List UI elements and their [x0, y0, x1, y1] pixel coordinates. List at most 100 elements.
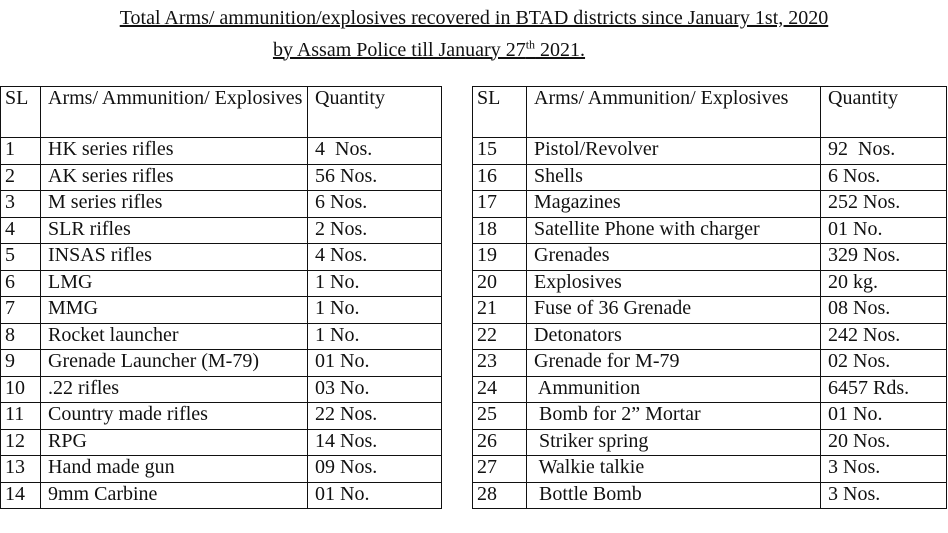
cell: Hand made gun — [40, 455, 308, 483]
cell: LMG — [40, 269, 308, 297]
cell: HK series rifles — [40, 137, 308, 165]
cell: RPG — [40, 428, 308, 456]
cell: 1 No. — [307, 296, 442, 324]
cell: 14 Nos. — [307, 428, 442, 456]
row: 11 Country made rifles 22 Nos. — [0, 402, 442, 430]
cell: AK series rifles — [40, 163, 308, 191]
row: 7 MMG 1 No. — [0, 296, 442, 324]
cell: Bottle Bomb — [526, 481, 821, 509]
cell: 6 Nos. — [307, 190, 442, 218]
cell: Shells — [526, 163, 821, 191]
cell: 21 — [472, 296, 527, 324]
cell: 2 Nos. — [307, 216, 442, 244]
cell: Explosives — [526, 269, 821, 297]
row: 22 Detonators 242 Nos. — [472, 322, 947, 350]
row: 17 Magazines 252 Nos. — [472, 190, 947, 218]
row: 10.22 rifles 03 No. — [0, 375, 442, 403]
cell: 09 Nos. — [307, 455, 442, 483]
row: 14 9mm Carbine 01 No. — [0, 481, 442, 509]
cell: 3 — [0, 190, 41, 218]
title-text: Total Arms/ ammunition/explosives recove… — [119, 7, 829, 29]
cell: 329 Nos. — [820, 243, 947, 271]
cell: Pistol/Revolver — [526, 137, 821, 165]
cell: 3 Nos. — [820, 455, 947, 483]
cell: Grenade for M-79 — [526, 349, 821, 377]
cell: 16 — [472, 163, 527, 191]
cell: 24 — [472, 375, 527, 403]
cell: INSAS rifles — [40, 243, 308, 271]
table: SL Arms/ Ammunition/ Explosives Quantity 1 H… — [0, 86, 442, 509]
row: 19 Grenades 329 Nos. — [472, 243, 947, 271]
row: 27 Walkie talkie 3 Nos. — [472, 455, 947, 483]
cell: 12 — [0, 428, 41, 456]
header-cell: Quantity — [307, 86, 442, 138]
cell: Grenade Launcher (M-79) — [40, 349, 308, 377]
header-cell: Arms/ Ammunition/ Explosives — [526, 86, 821, 138]
cell: 22 Nos. — [307, 402, 442, 430]
header-cell: SL — [472, 86, 527, 138]
cell: 4 — [0, 216, 41, 244]
cell: 14 — [0, 481, 41, 509]
cell: Rocket launcher — [40, 322, 308, 350]
cell: 02 Nos. — [820, 349, 947, 377]
cell: 7 — [0, 296, 41, 324]
cell: 08 Nos. — [820, 296, 947, 324]
row: 26 Striker spring 20 Nos. — [472, 428, 947, 456]
row: 5 INSAS rifles 4 Nos. — [0, 243, 442, 271]
cell: Walkie talkie — [526, 455, 821, 483]
cell: M series rifles — [40, 190, 308, 218]
cell: Fuse of 36 Grenade — [526, 296, 821, 324]
header-cell: SL — [0, 86, 41, 138]
row: 2 AK series rifles 56 Nos. — [0, 163, 442, 191]
row: 6 LMG 1 No. — [0, 269, 442, 297]
cell: 22 — [472, 322, 527, 350]
cell: 20 Nos. — [820, 428, 947, 456]
row: 24 Ammunition 6457 Rds. — [472, 375, 947, 403]
cell: Magazines — [526, 190, 821, 218]
row: 25 Bomb for 2” Mortar 01 No. — [472, 402, 947, 430]
title-line: by Assam Police till January 27th 2021. — [0, 32, 903, 62]
cell: 8 — [0, 322, 41, 350]
row: 4 SLR rifles 2 Nos. — [0, 216, 442, 244]
row: 13 Hand made gun 09 Nos. — [0, 455, 442, 483]
row: 8 Rocket launcher 1 No. — [0, 322, 442, 350]
row: 15 Pistol/Revolver 92 Nos. — [472, 137, 947, 165]
cell: Bomb for 2” Mortar — [526, 402, 821, 430]
cell: 01 No. — [307, 349, 442, 377]
cell: 1 No. — [307, 269, 442, 297]
cell: 4 Nos. — [307, 137, 442, 165]
cell: SLR rifles — [40, 216, 308, 244]
row: 23 Grenade for M-79 02 Nos. — [472, 349, 947, 377]
cell: 242 Nos. — [820, 322, 947, 350]
header-cell: Quantity — [820, 86, 947, 138]
header-row: SL Arms/ Ammunition/ Explosives Quantity — [0, 86, 442, 138]
cell: 252 Nos. — [820, 190, 947, 218]
cell: 11 — [0, 402, 41, 430]
cell: 18 — [472, 216, 527, 244]
cell: 56 Nos. — [307, 163, 442, 191]
cell: 27 — [472, 455, 527, 483]
header-cell: Arms/ Ammunition/ Explosives — [40, 86, 308, 138]
cell: 9 — [0, 349, 41, 377]
cell: 23 — [472, 349, 527, 377]
row: 12 RPG 14 Nos. — [0, 428, 442, 456]
cell: 01 No. — [820, 402, 947, 430]
cell: 20 kg. — [820, 269, 947, 297]
cell: 3 Nos. — [820, 481, 947, 509]
cell: 5 — [0, 243, 41, 271]
cell: 1 No. — [307, 322, 442, 350]
cell: 01 No. — [820, 216, 947, 244]
cell: 13 — [0, 455, 41, 483]
cell: 17 — [472, 190, 527, 218]
cell: 6457 Rds. — [820, 375, 947, 403]
cell: 4 Nos. — [307, 243, 442, 271]
cell: Satellite Phone with charger — [526, 216, 821, 244]
title-line: Total Arms/ ammunition/explosives recove… — [0, 6, 948, 30]
cell: 01 No. — [307, 481, 442, 509]
row: 9 Grenade Launcher (M-79) 01 No. — [0, 349, 442, 377]
cell: 92 Nos. — [820, 137, 947, 165]
cell: 15 — [472, 137, 527, 165]
title-text: 2021. — [535, 38, 586, 61]
